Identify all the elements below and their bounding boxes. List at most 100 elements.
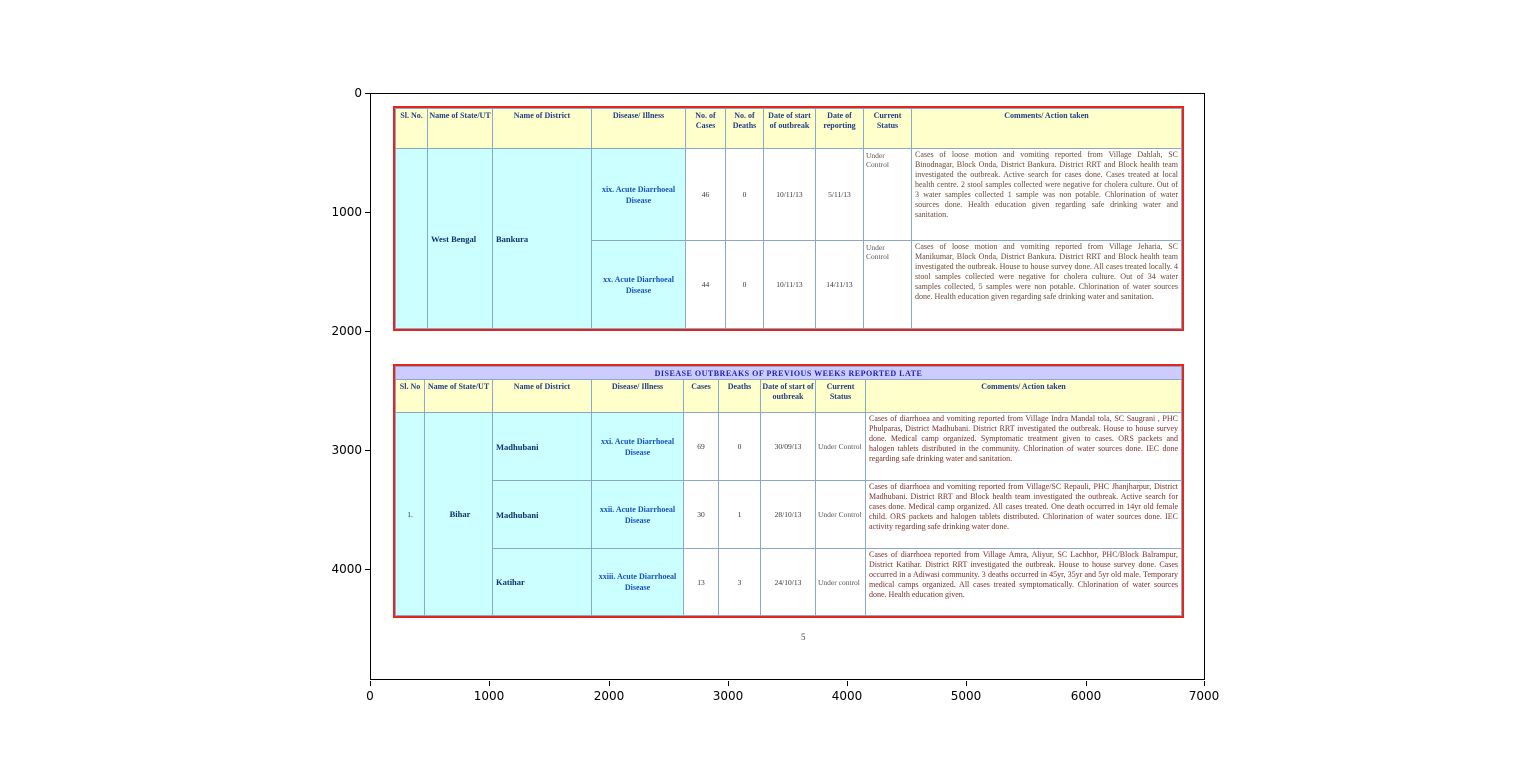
header-cases: No. of Cases bbox=[685, 108, 726, 149]
cell-cases: 44 bbox=[685, 240, 726, 329]
cell-cases: 46 bbox=[685, 148, 726, 241]
y-tick-mark bbox=[365, 212, 370, 213]
y-tick-mark bbox=[365, 569, 370, 570]
cell-deaths: 3 bbox=[718, 548, 761, 616]
y-tick-label: 3000 bbox=[331, 443, 362, 457]
outbreak-table-grid: Sl. No. Name of State/UT Name of Distric… bbox=[395, 108, 1182, 329]
header-start-date: Date of start of outbreak bbox=[760, 379, 816, 413]
header-comments: Comments/ Action taken bbox=[865, 379, 1182, 413]
cell-comments: Cases of loose motion and vomiting repor… bbox=[911, 148, 1182, 241]
cell-status: Under Control bbox=[863, 240, 912, 329]
cell-deaths: 0 bbox=[725, 240, 764, 329]
cell-district: Katihar bbox=[492, 548, 592, 616]
x-tick-label: 4000 bbox=[831, 689, 863, 703]
cell-start-date: 30/09/13 bbox=[760, 412, 816, 481]
x-tick-mark bbox=[1204, 681, 1205, 686]
header-deaths: No. of Deaths bbox=[725, 108, 764, 149]
cell-comments: Cases of diarrhoea and vomiting reported… bbox=[865, 412, 1182, 481]
cell-deaths: 0 bbox=[725, 148, 764, 241]
cell-start-date: 10/11/13 bbox=[763, 240, 816, 329]
cell-state: West Bengal bbox=[427, 148, 493, 329]
cell-start-date: 24/10/13 bbox=[760, 548, 816, 616]
cell-disease: xxiii. Acute Diarrhoeal Disease bbox=[591, 548, 684, 616]
table-header-row: Sl. No. Name of State/UT Name of Distric… bbox=[395, 108, 1182, 149]
header-status: Current Status bbox=[815, 379, 866, 413]
y-tick-label: 1000 bbox=[331, 205, 362, 219]
x-tick-mark bbox=[847, 681, 848, 686]
x-tick-mark bbox=[489, 681, 490, 686]
cell-district: Bankura bbox=[492, 148, 592, 329]
cell-start-date: 10/11/13 bbox=[763, 148, 816, 241]
figure-canvas: Sl. No. Name of State/UT Name of Distric… bbox=[370, 93, 1205, 680]
table-header-row: Sl. No Name of State/UT Name of District… bbox=[395, 379, 1182, 413]
y-tick-mark bbox=[365, 93, 370, 94]
y-tick-mark bbox=[365, 331, 370, 332]
header-reporting: Date of reporting bbox=[815, 108, 864, 149]
header-state: Name of State/UT bbox=[424, 379, 493, 413]
header-cases: Cases bbox=[683, 379, 719, 413]
cell-reporting-date: 5/11/13 bbox=[815, 148, 864, 241]
cell-disease: xxii. Acute Diarrhoeal Disease bbox=[591, 480, 684, 549]
header-state: Name of State/UT bbox=[427, 108, 493, 149]
cell-comments: Cases of diarrhoea and vomiting reported… bbox=[865, 480, 1182, 549]
table-row: Madhubani xxii. Acute Diarrhoeal Disease… bbox=[396, 480, 1182, 549]
outbreak-table-previous-weeks: DISEASE OUTBREAKS OF PREVIOUS WEEKS REPO… bbox=[393, 364, 1184, 618]
header-disease: Disease/ Illness bbox=[591, 108, 686, 149]
cell-status: Under control bbox=[815, 548, 866, 616]
x-tick-label: 3000 bbox=[712, 689, 744, 703]
cell-status: Under Control bbox=[815, 412, 866, 481]
header-district: Name of District bbox=[492, 379, 592, 413]
x-tick-mark bbox=[370, 681, 371, 686]
cell-sl-no: 1. bbox=[395, 412, 425, 616]
header-start-date: Date of start of outbreak bbox=[763, 108, 816, 149]
cell-deaths: 0 bbox=[718, 412, 761, 481]
x-tick-label: 7000 bbox=[1188, 689, 1220, 703]
cell-comments: Cases of diarrhoea reported from Village… bbox=[865, 548, 1182, 616]
cell-cases: 13 bbox=[683, 548, 719, 616]
cell-status: Under Control bbox=[863, 148, 912, 241]
header-status: Current Status bbox=[863, 108, 912, 149]
cell-comments: Cases of loose motion and vomiting repor… bbox=[911, 240, 1182, 329]
cell-cases: 30 bbox=[683, 480, 719, 549]
cell-district: Madhubani bbox=[492, 412, 592, 481]
x-tick-label: 5000 bbox=[950, 689, 982, 703]
x-tick-label: 0 bbox=[366, 689, 374, 703]
cell-disease: xx. Acute Diarrhoeal Disease bbox=[591, 240, 686, 329]
header-sl-no: Sl. No bbox=[395, 379, 425, 413]
x-tick-mark bbox=[1086, 681, 1087, 686]
header-sl-no: Sl. No. bbox=[395, 108, 428, 149]
cell-deaths: 1 bbox=[718, 480, 761, 549]
x-tick-label: 1000 bbox=[473, 689, 505, 703]
table-row: Katihar xxiii. Acute Diarrhoeal Disease … bbox=[396, 548, 1182, 616]
outbreak-table-grid: DISEASE OUTBREAKS OF PREVIOUS WEEKS REPO… bbox=[395, 366, 1182, 616]
table-title: DISEASE OUTBREAKS OF PREVIOUS WEEKS REPO… bbox=[395, 366, 1182, 380]
x-tick-mark bbox=[966, 681, 967, 686]
cell-disease: xxi. Acute Diarrhoeal Disease bbox=[591, 412, 684, 481]
y-tick-label: 2000 bbox=[331, 324, 362, 338]
header-district: Name of District bbox=[492, 108, 592, 149]
y-tick-label: 0 bbox=[354, 86, 362, 100]
page-number: 5 bbox=[801, 632, 806, 642]
table-title-row: DISEASE OUTBREAKS OF PREVIOUS WEEKS REPO… bbox=[395, 366, 1182, 380]
cell-district: Madhubani bbox=[492, 480, 592, 549]
cell-reporting-date: 14/11/13 bbox=[815, 240, 864, 329]
x-tick-label: 2000 bbox=[593, 689, 625, 703]
x-tick-label: 6000 bbox=[1070, 689, 1102, 703]
cell-status: Under Control bbox=[815, 480, 866, 549]
x-tick-mark bbox=[728, 681, 729, 686]
table-row: 1. Bihar Madhubani xxi. Acute Diarrhoeal… bbox=[395, 412, 1182, 616]
header-comments: Comments/ Action taken bbox=[911, 108, 1182, 149]
y-tick-label: 4000 bbox=[331, 562, 362, 576]
cell-cases: 69 bbox=[683, 412, 719, 481]
cell-state: Bihar bbox=[424, 412, 493, 616]
header-deaths: Deaths bbox=[718, 379, 761, 413]
header-disease: Disease/ Illness bbox=[591, 379, 684, 413]
outbreak-table-current-week: Sl. No. Name of State/UT Name of Distric… bbox=[393, 106, 1184, 331]
cell-start-date: 28/10/13 bbox=[760, 480, 816, 549]
x-tick-mark bbox=[609, 681, 610, 686]
table-row: West Bengal Bankura xix. Acute Diarrhoea… bbox=[395, 148, 1182, 329]
y-tick-mark bbox=[365, 450, 370, 451]
table-row: xx. Acute Diarrhoeal Disease 44 0 10/11/… bbox=[396, 240, 1182, 329]
cell-sl-no bbox=[395, 148, 428, 329]
cell-disease: xix. Acute Diarrhoeal Disease bbox=[591, 148, 686, 241]
